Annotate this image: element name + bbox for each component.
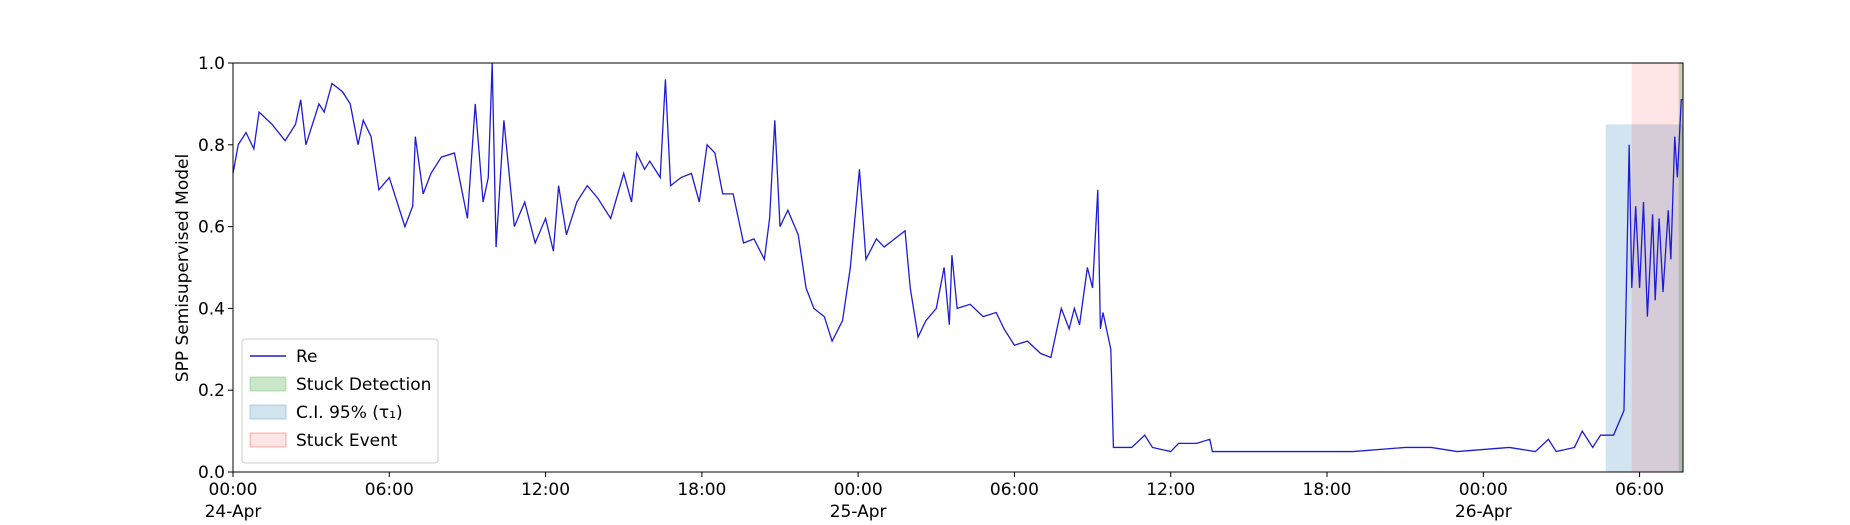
legend-swatch [249, 404, 287, 420]
legend-label: Stuck Detection [296, 375, 431, 395]
x-tick-label: 18:00 [1303, 480, 1352, 500]
x-tick-label: 26-Apr [1455, 502, 1512, 522]
legend: Re Stuck Detection C.I. 95% (τ₁) Stuck Even… [241, 338, 439, 464]
x-tick-label: 00:00 [1459, 480, 1508, 500]
y-tick-label: 0.4 [198, 299, 225, 319]
legend-box [241, 338, 439, 464]
x-tick-label: 24-Apr [205, 502, 262, 522]
y-tick-label: 1.0 [198, 54, 225, 74]
legend-swatch [249, 376, 287, 392]
y-tick-label: 0.6 [198, 218, 225, 238]
x-tick-label: 06:00 [365, 480, 414, 500]
legend-label: C.I. 95% (τ₁) [296, 403, 403, 423]
x-tick-label: 00:00 [834, 480, 883, 500]
shaded-region [1605, 124, 1683, 472]
x-tick-label: 12:00 [521, 480, 570, 500]
legend-swatch [249, 432, 287, 448]
y-tick-label: 0.0 [198, 463, 225, 483]
x-tick-label: 06:00 [990, 480, 1039, 500]
y-tick-label: 0.2 [198, 381, 225, 401]
shaded-region [1678, 63, 1683, 472]
plot-frame [232, 62, 1684, 473]
x-tick-label: 18:00 [677, 480, 726, 500]
data-line [232, 62, 1683, 453]
y-tick-label: 0.8 [198, 136, 225, 156]
x-tick-label: 12:00 [1146, 480, 1195, 500]
x-tick-label: 25-Apr [830, 502, 887, 522]
legend-label: Re [296, 347, 318, 367]
legend-label: Stuck Event [296, 431, 398, 451]
x-tick-label: 00:00 [209, 480, 258, 500]
x-tick-label: 06:00 [1615, 480, 1664, 500]
y-axis-title: SPP Semisupervised Model [173, 154, 193, 382]
